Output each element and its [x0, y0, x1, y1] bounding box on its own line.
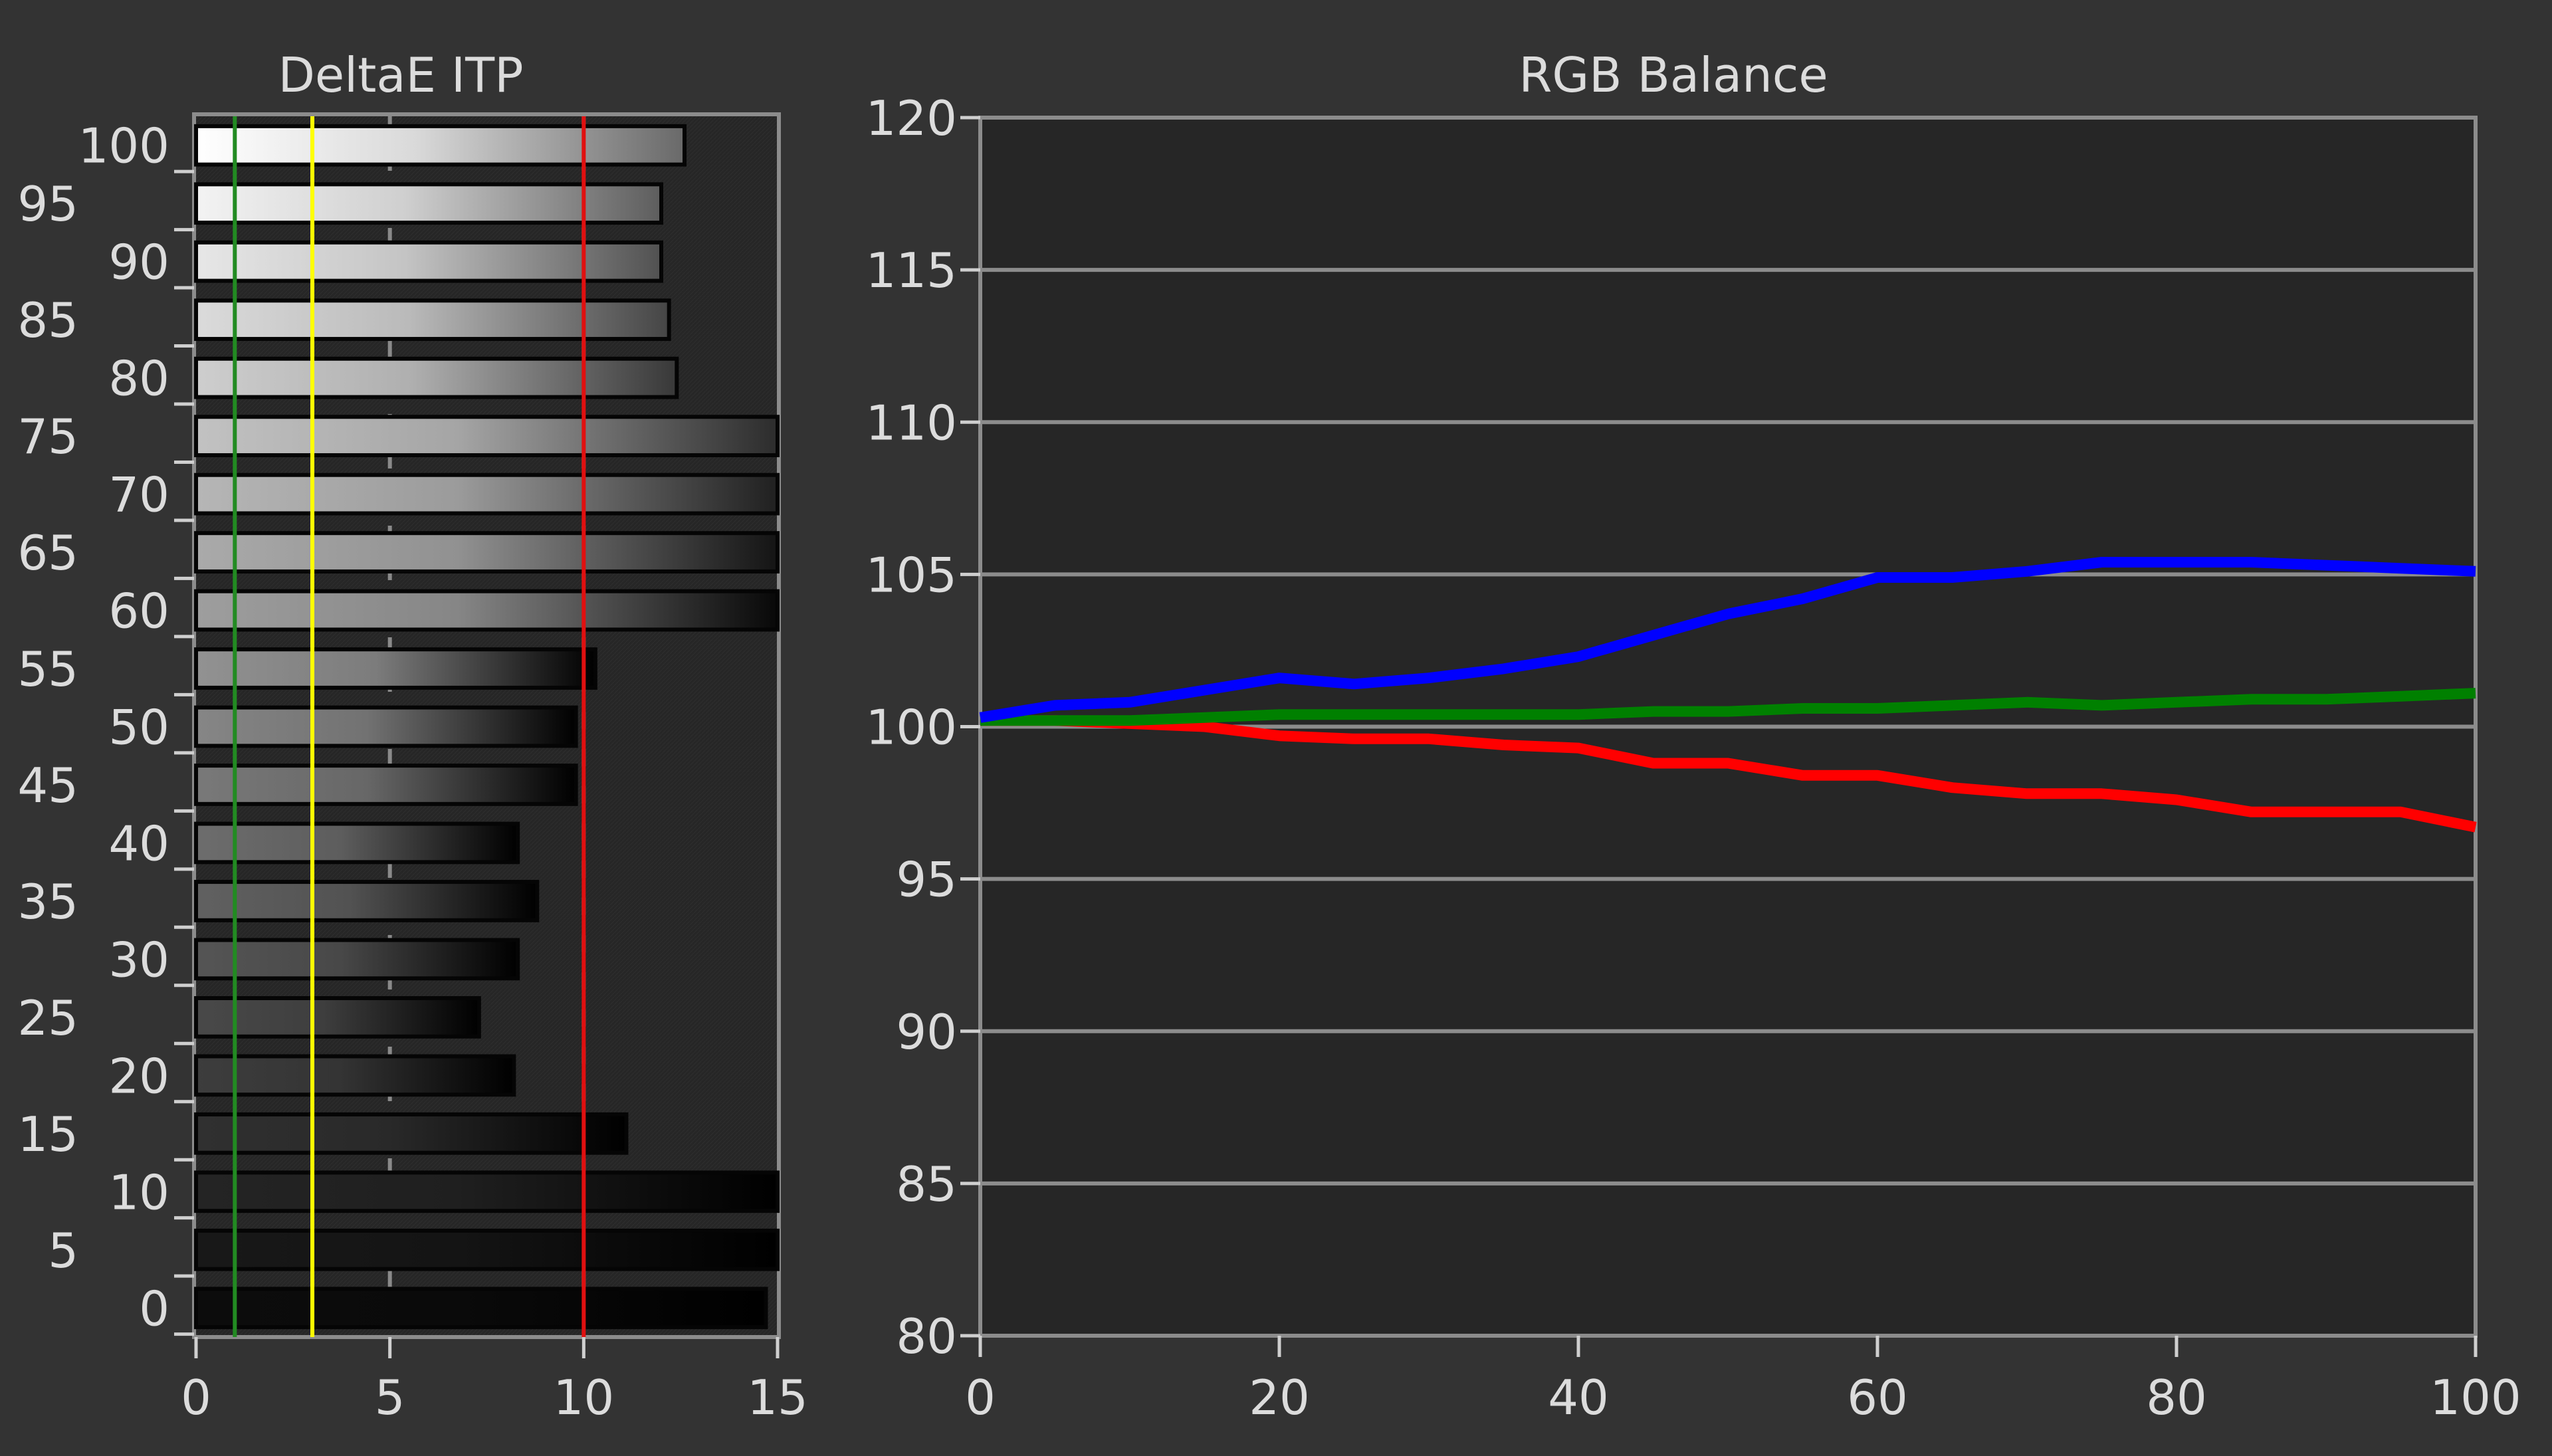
deltae-bar-80 — [194, 356, 679, 399]
deltae-y-tick-label: 50 — [108, 700, 169, 756]
rgb-balance-chart: RGB Balance 80 85 90 95 100 105 110 115 120 0 20 4… — [866, 47, 2521, 1425]
deltae-reference-lines — [233, 116, 586, 1337]
deltae-bar-50 — [194, 705, 578, 748]
deltae-bar-35 — [194, 880, 540, 922]
deltae-x-tick-label: 10 — [554, 1370, 615, 1425]
deltae-bar-70 — [194, 472, 780, 516]
deltae-bar-45 — [194, 764, 578, 806]
deltae-bar-15 — [194, 1112, 629, 1155]
deltae-y-tick-label: 20 — [108, 1048, 169, 1104]
rgb-y-tick-label: 105 — [866, 547, 957, 603]
rgb-y-tick-label: 120 — [866, 90, 957, 146]
deltae-x-axis: 0 5 10 15 — [181, 1337, 808, 1425]
rgb-x-tick-label: 80 — [2146, 1370, 2207, 1425]
rgb-series — [979, 557, 2477, 833]
deltae-bars — [194, 124, 780, 1330]
deltae-itp-chart: DeltaE ITP 05101520253035404550556065707… — [17, 47, 807, 1425]
deltae-y-tick-label: 60 — [108, 583, 169, 639]
deltae-bar-60 — [194, 589, 780, 632]
deltae-y-tick-label: 90 — [108, 235, 169, 290]
rgb-x-tick-label: 60 — [1847, 1370, 1908, 1425]
deltae-x-tick-label: 5 — [375, 1370, 405, 1425]
deltae-bar-75 — [194, 415, 780, 457]
rgb-x-axis: 0 20 40 60 80 100 — [965, 1336, 2521, 1425]
rgb-series-line-blue — [979, 557, 2476, 723]
deltae-y-tick-label: 0 — [139, 1281, 169, 1336]
rgb-y-tick-label: 115 — [866, 243, 957, 298]
deltae-bar-95 — [194, 182, 663, 225]
deltae-x-tick-label: 0 — [181, 1370, 211, 1425]
deltae-bar-20 — [194, 1054, 516, 1097]
rgb-x-tick-label: 100 — [2430, 1370, 2521, 1425]
deltae-x-tick-label: 15 — [747, 1370, 808, 1425]
deltae-y-tick-label: 35 — [17, 874, 78, 930]
rgb-x-tick-label: 0 — [965, 1370, 996, 1425]
deltae-bar-55 — [194, 647, 597, 690]
deltae-bar-30 — [194, 938, 520, 981]
rgb-y-tick-label: 85 — [896, 1156, 957, 1212]
rgb-y-tick-label: 80 — [896, 1308, 957, 1364]
deltae-bar-25 — [194, 996, 481, 1039]
rgb-series-line-green — [980, 688, 2476, 726]
deltae-bar-65 — [194, 531, 780, 573]
deltae-y-tick-label: 55 — [17, 641, 78, 697]
deltae-y-tick-label: 10 — [108, 1164, 169, 1220]
rgb-y-axis: 80 85 90 95 100 105 110 115 120 — [866, 90, 980, 1364]
deltae-y-tick-label: 5 — [48, 1223, 78, 1279]
deltae-bar-85 — [194, 298, 671, 342]
deltae-bar-10 — [194, 1170, 780, 1213]
deltae-bar-90 — [194, 240, 663, 283]
deltae-y-tick-label: 30 — [108, 932, 169, 988]
rgb-y-tick-label: 95 — [896, 852, 957, 908]
deltae-chart-title: DeltaE ITP — [278, 47, 523, 103]
rgb-x-tick-label: 40 — [1548, 1370, 1609, 1425]
rgb-y-tick-label: 100 — [866, 700, 957, 756]
deltae-y-tick-label: 40 — [108, 815, 169, 871]
deltae-y-tick-label: 70 — [108, 467, 169, 523]
deltae-y-tick-label: 95 — [17, 176, 78, 232]
deltae-y-tick-label: 100 — [78, 118, 169, 174]
deltae-bar-0 — [194, 1287, 768, 1330]
deltae-y-tick-label: 75 — [17, 409, 78, 465]
deltae-y-tick-label: 25 — [17, 990, 78, 1046]
rgb-y-tick-label: 90 — [896, 1004, 957, 1060]
rgb-chart-title: RGB Balance — [1519, 47, 1828, 103]
deltae-y-tick-label: 15 — [17, 1106, 78, 1162]
deltae-y-tick-label: 45 — [17, 758, 78, 813]
deltae-y-tick-label: 65 — [17, 525, 78, 581]
deltae-bar-40 — [194, 821, 520, 865]
rgb-x-tick-label: 20 — [1249, 1370, 1310, 1425]
deltae-y-axis: 0 5 10 15 20 25 30 35 40 45 50 55 60 65 70 75 80 85 90 9510… — [17, 118, 194, 1336]
deltae-y-tick-label: 80 — [108, 351, 169, 407]
deltae-bar-100 — [194, 124, 687, 167]
rgb-series-line-red — [980, 715, 2477, 833]
deltae-bar-5 — [194, 1228, 780, 1271]
rgb-y-tick-label: 110 — [866, 395, 957, 451]
deltae-y-tick-label: 85 — [17, 292, 78, 348]
